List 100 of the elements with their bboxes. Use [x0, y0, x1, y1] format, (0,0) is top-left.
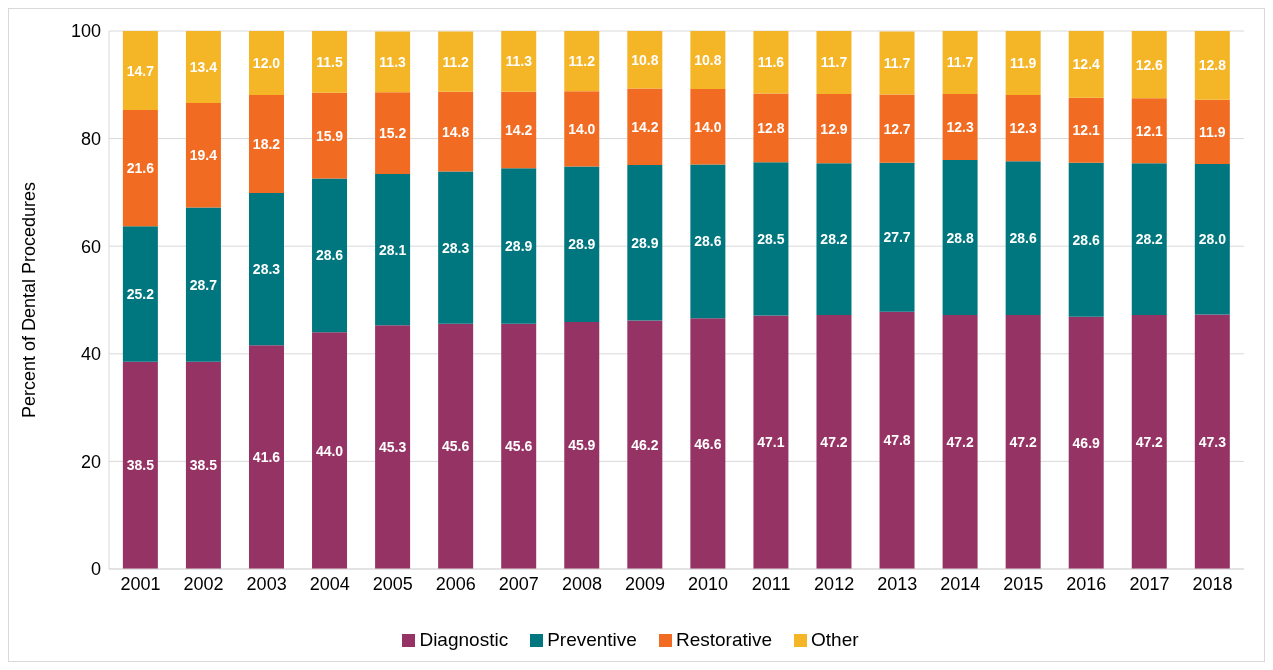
bar: [312, 178, 348, 333]
bar: [501, 168, 537, 324]
y-tick-label: 20: [80, 451, 101, 472]
bar: [375, 174, 411, 326]
data-label: 12.8: [757, 119, 785, 136]
bar: [375, 325, 411, 569]
bar: [564, 166, 600, 323]
data-label: 44.0: [315, 442, 344, 459]
data-label: 14.0: [694, 118, 722, 135]
data-label: 46.2: [631, 436, 659, 453]
data-label: 14.7: [126, 62, 155, 79]
y-tick-label: 60: [80, 236, 101, 257]
data-label: 45.6: [442, 438, 470, 455]
data-label: 11.9: [1009, 54, 1037, 71]
bar: [248, 95, 284, 193]
data-label: 45.6: [505, 438, 533, 455]
bar: [122, 31, 158, 111]
data-label: 28.5: [757, 230, 785, 247]
bar: [1131, 31, 1167, 99]
bar: [1068, 31, 1104, 98]
data-label: 12.1: [1135, 122, 1164, 139]
bar: [1005, 315, 1041, 569]
data-label: 28.0: [1198, 231, 1227, 248]
bar: [1194, 163, 1230, 315]
y-tick-label: 100: [70, 21, 101, 42]
data-label: 12.1: [1072, 122, 1101, 139]
bar: [753, 162, 789, 316]
data-label: 15.9: [315, 127, 344, 144]
data-label: 12.9: [820, 120, 848, 137]
bar: [816, 163, 852, 316]
data-label: 47.3: [1198, 433, 1227, 450]
bar: [753, 93, 789, 163]
bar: [185, 207, 221, 362]
bar: [122, 226, 158, 362]
bar: [627, 320, 663, 569]
data-label: 13.4: [189, 59, 218, 76]
bar: [501, 31, 537, 92]
x-tick-label: 2017: [1129, 573, 1170, 594]
x-tick-label: 2012: [814, 573, 855, 594]
bar: [753, 31, 789, 94]
data-label: 41.6: [252, 449, 281, 466]
data-label: 11.7: [820, 54, 848, 71]
bar: [816, 31, 852, 94]
data-label: 14.2: [631, 118, 659, 135]
data-label: 12.8: [1198, 57, 1227, 74]
data-label: 18.2: [252, 135, 281, 152]
data-label: 27.7: [883, 229, 911, 246]
data-label: 12.0: [252, 54, 281, 71]
bar: [1131, 315, 1167, 569]
x-tick-label: 2016: [1066, 573, 1107, 594]
bar: [438, 31, 474, 92]
x-tick-label: 2001: [120, 573, 161, 594]
bar: [879, 31, 915, 95]
data-label: 28.3: [442, 239, 470, 256]
data-label: 12.3: [946, 119, 974, 135]
bar: [185, 31, 221, 104]
legend-label: Preventive: [547, 629, 637, 650]
bar: [312, 92, 348, 179]
x-tick-label: 2009: [624, 573, 665, 594]
data-label: 28.3: [252, 261, 281, 278]
data-label: 12.4: [1072, 56, 1101, 73]
data-label: 12.7: [883, 120, 911, 137]
y-tick-label: 40: [80, 344, 101, 365]
x-tick-label: 2008: [561, 573, 602, 594]
x-tick-label: 2015: [1003, 573, 1044, 594]
bar: [942, 93, 978, 161]
data-label: 45.3: [378, 439, 407, 456]
bar: [185, 103, 221, 208]
bar: [942, 31, 978, 94]
bar: [1005, 161, 1041, 316]
bar: [690, 318, 726, 569]
bar: [879, 162, 915, 312]
bar: [185, 361, 221, 569]
bar: [1068, 97, 1104, 163]
data-label: 19.4: [189, 147, 218, 164]
data-label: 28.6: [1072, 231, 1101, 248]
bar: [1005, 95, 1041, 162]
bar: [627, 164, 663, 321]
data-label: 28.9: [568, 236, 596, 253]
y-tick-label: 80: [80, 128, 101, 149]
x-tick-label: 2002: [183, 573, 224, 594]
data-label: 45.9: [568, 437, 596, 454]
data-label: 11.3: [505, 53, 533, 70]
data-label: 14.8: [442, 123, 470, 140]
data-label: 28.8: [946, 229, 974, 246]
x-tick-label: 2018: [1192, 573, 1233, 594]
data-label: 21.6: [126, 160, 155, 177]
y-tick-label: 0: [90, 559, 101, 580]
bar: [501, 323, 537, 569]
legend-label: Other: [811, 629, 859, 650]
bar: [942, 315, 978, 569]
x-tick-label: 2005: [372, 573, 413, 594]
data-label: 38.5: [189, 457, 218, 474]
data-label: 28.7: [189, 276, 218, 293]
data-label: 11.5: [316, 53, 343, 70]
x-tick-label: 2003: [246, 573, 287, 594]
bar: [248, 31, 284, 96]
data-label: 15.2: [378, 125, 407, 142]
data-label: 47.2: [1135, 434, 1164, 450]
bar: [375, 31, 411, 93]
